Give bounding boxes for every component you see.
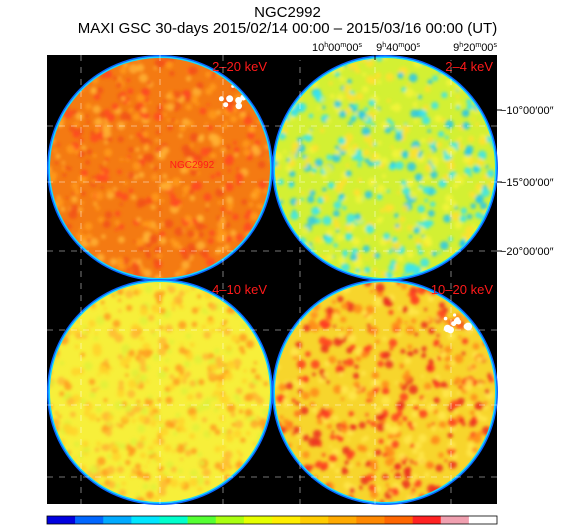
figure-title: NGC2992 bbox=[254, 4, 321, 21]
colorbar-segment bbox=[384, 516, 413, 524]
dec-label: −15°00′00″ bbox=[500, 177, 554, 189]
colorbar-segment bbox=[243, 516, 273, 524]
colorbar-segment bbox=[440, 516, 470, 524]
colorbar-segment bbox=[131, 516, 160, 524]
energy-band-label: 2–4 keV bbox=[445, 59, 493, 74]
colorbar-segment bbox=[412, 516, 442, 524]
colorbar-segment bbox=[356, 516, 385, 524]
sky-map-texture bbox=[50, 58, 270, 278]
colorbar-segment bbox=[47, 516, 76, 524]
ra-label: 9h40m00s bbox=[376, 42, 420, 54]
energy-band-label: 4–10 keV bbox=[212, 282, 267, 297]
colorbar-segment bbox=[159, 516, 188, 524]
colorbar-segment bbox=[468, 516, 498, 524]
sky-map-texture bbox=[275, 282, 495, 502]
sky-map-panel bbox=[275, 58, 495, 278]
energy-band-label: 2–20 keV bbox=[212, 59, 267, 74]
colorbar-segment bbox=[187, 516, 217, 524]
bright-spot bbox=[464, 322, 473, 331]
bright-spot bbox=[223, 102, 229, 108]
sky-map-texture bbox=[50, 282, 270, 502]
colorbar-segment bbox=[328, 516, 357, 524]
dec-label: −10°00′00″ bbox=[500, 105, 554, 117]
colorbar-segment bbox=[215, 516, 245, 524]
energy-band-label: 10–20 keV bbox=[431, 282, 493, 297]
colorbar-segment bbox=[272, 516, 301, 524]
bright-spot bbox=[453, 317, 461, 325]
figure-subtitle: MAXI GSC 30-days 2015/02/14 00:00 – 2015… bbox=[77, 20, 498, 37]
bright-spot bbox=[235, 102, 243, 110]
sky-map-panel bbox=[275, 282, 495, 502]
bright-spot bbox=[443, 324, 452, 333]
bright-spot bbox=[443, 316, 448, 321]
bright-spot bbox=[453, 313, 457, 317]
colorbar-segment bbox=[75, 516, 104, 524]
ra-label: 10h00m00s bbox=[312, 42, 363, 54]
source-label: NGC2992 bbox=[170, 160, 215, 171]
ra-label: 9h20m00s bbox=[453, 42, 497, 54]
bright-spot bbox=[235, 97, 243, 104]
colorbar-segment bbox=[300, 516, 329, 524]
colorbar-frame bbox=[46, 515, 498, 525]
colorbar-segment bbox=[103, 516, 132, 524]
bright-spot bbox=[226, 95, 234, 103]
bright-spot bbox=[218, 96, 224, 102]
dec-label: −20°00′00″ bbox=[500, 246, 554, 258]
